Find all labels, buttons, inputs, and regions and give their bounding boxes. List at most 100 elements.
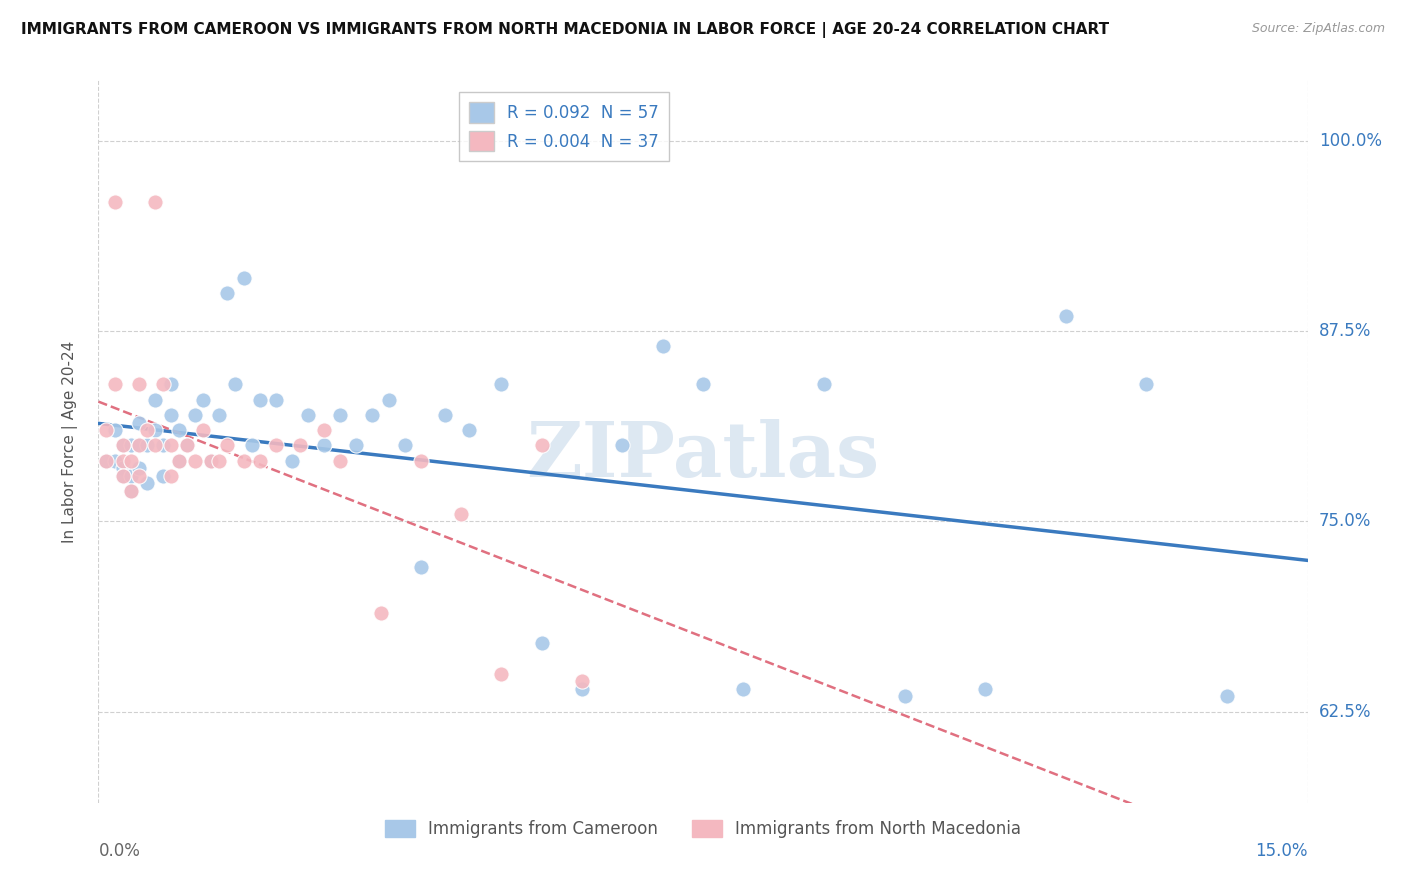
Point <box>314 423 336 437</box>
Point <box>249 392 271 407</box>
Point <box>128 438 150 452</box>
Point <box>193 423 215 437</box>
Point <box>135 423 157 437</box>
Point <box>120 483 142 498</box>
Point <box>297 408 319 422</box>
Point <box>160 408 183 422</box>
Point <box>176 438 198 452</box>
Point <box>120 453 142 467</box>
Point <box>111 438 134 452</box>
Point <box>128 416 150 430</box>
Point <box>232 453 254 467</box>
Point <box>208 453 231 467</box>
Point <box>143 392 166 407</box>
Point <box>200 453 222 467</box>
Y-axis label: In Labor Force | Age 20-24: In Labor Force | Age 20-24 <box>62 341 77 542</box>
Point <box>160 377 183 392</box>
Text: 15.0%: 15.0% <box>1256 842 1308 860</box>
Point <box>135 476 157 491</box>
Text: 87.5%: 87.5% <box>1319 322 1371 340</box>
Point <box>409 560 432 574</box>
Point <box>1216 690 1239 704</box>
Point <box>530 636 553 650</box>
Point <box>329 453 352 467</box>
Point <box>394 438 416 452</box>
Text: 75.0%: 75.0% <box>1319 512 1371 531</box>
Point <box>103 453 125 467</box>
Point <box>184 408 207 422</box>
Point <box>224 377 246 392</box>
Point <box>249 453 271 467</box>
Point <box>120 438 142 452</box>
Point <box>152 377 174 392</box>
Text: 0.0%: 0.0% <box>98 842 141 860</box>
Point <box>120 483 142 498</box>
Point <box>813 377 835 392</box>
Legend: Immigrants from Cameroon, Immigrants from North Macedonia: Immigrants from Cameroon, Immigrants fro… <box>378 814 1028 845</box>
Point <box>377 392 399 407</box>
Point <box>571 681 593 696</box>
Point <box>111 468 134 483</box>
Point <box>96 423 118 437</box>
Point <box>314 438 336 452</box>
Point <box>128 461 150 475</box>
Point <box>458 423 481 437</box>
Text: ZIPatlas: ZIPatlas <box>526 419 880 493</box>
Point <box>530 438 553 452</box>
Point <box>96 453 118 467</box>
Point <box>160 438 183 452</box>
Point <box>152 438 174 452</box>
Point <box>111 461 134 475</box>
Point <box>217 286 239 301</box>
Point <box>281 453 304 467</box>
Point <box>103 377 125 392</box>
Point <box>264 392 287 407</box>
Point <box>370 606 392 620</box>
Point <box>450 507 472 521</box>
Point <box>974 681 997 696</box>
Text: IMMIGRANTS FROM CAMEROON VS IMMIGRANTS FROM NORTH MACEDONIA IN LABOR FORCE | AGE: IMMIGRANTS FROM CAMEROON VS IMMIGRANTS F… <box>21 22 1109 38</box>
Point <box>361 408 384 422</box>
Point <box>491 377 513 392</box>
Point <box>434 408 457 422</box>
Point <box>733 681 755 696</box>
Point <box>103 423 125 437</box>
Text: Source: ZipAtlas.com: Source: ZipAtlas.com <box>1251 22 1385 36</box>
Point <box>1135 377 1157 392</box>
Point <box>232 271 254 285</box>
Point <box>692 377 714 392</box>
Point <box>288 438 311 452</box>
Point <box>152 468 174 483</box>
Text: 62.5%: 62.5% <box>1319 703 1371 721</box>
Point <box>208 408 231 422</box>
Point <box>103 194 125 209</box>
Point <box>184 453 207 467</box>
Point <box>111 468 134 483</box>
Point <box>264 438 287 452</box>
Point <box>240 438 263 452</box>
Point <box>143 423 166 437</box>
Point <box>111 453 134 467</box>
Point <box>167 453 190 467</box>
Point <box>160 468 183 483</box>
Point <box>167 453 190 467</box>
Text: 100.0%: 100.0% <box>1319 132 1382 150</box>
Point <box>200 453 222 467</box>
Point <box>167 423 190 437</box>
Point <box>893 690 915 704</box>
Point <box>128 377 150 392</box>
Point <box>193 392 215 407</box>
Point <box>143 194 166 209</box>
Point <box>612 438 634 452</box>
Point <box>143 438 166 452</box>
Point <box>571 674 593 689</box>
Point <box>111 438 134 452</box>
Point <box>1054 309 1077 323</box>
Point <box>409 453 432 467</box>
Point <box>329 408 352 422</box>
Point <box>128 438 150 452</box>
Point <box>120 468 142 483</box>
Point <box>176 438 198 452</box>
Point <box>344 438 367 452</box>
Point <box>217 438 239 452</box>
